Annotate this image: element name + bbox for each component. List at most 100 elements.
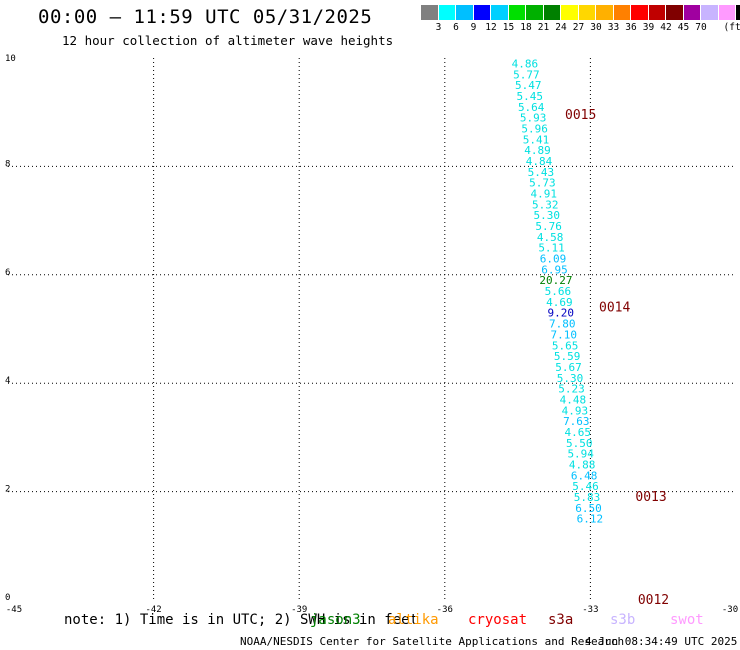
satellite-legend-item: cryosat: [468, 612, 528, 628]
colorbar-swatch: [631, 5, 649, 20]
wave-height-point: 6.09: [540, 253, 567, 266]
wave-height-point: 5.32: [532, 198, 559, 211]
x-tick-label: -36: [437, 605, 453, 615]
y-tick-label: 4: [5, 376, 10, 386]
satellite-legend-item: altika: [388, 612, 439, 628]
wave-height-point: 6.50: [575, 502, 602, 515]
colorbar-label: 9: [470, 22, 477, 33]
y-tick-label: 0: [5, 593, 10, 603]
page-subtitle: 12 hour collection of altimeter wave hei…: [62, 33, 394, 48]
wave-height-point: 5.96: [521, 122, 548, 135]
wave-height-point: 5.76: [535, 220, 562, 233]
wave-height-point: 5.45: [516, 90, 543, 103]
wave-height-point: 4.69: [546, 296, 573, 309]
colorbar-swatch: [456, 5, 474, 20]
wave-height-point: 5.30: [533, 209, 560, 222]
wave-height-point: 5.50: [566, 437, 593, 450]
satellite-legend-item: swot: [670, 612, 704, 628]
wave-height-point: 5.66: [545, 285, 572, 298]
colorbar-label: 39: [642, 22, 655, 33]
colorbar-swatch: [683, 5, 701, 20]
colorbar-swatch: [648, 5, 666, 20]
x-tick-label: -42: [145, 605, 161, 615]
colorbar-swatch: [473, 5, 491, 20]
colorbar-swatch: [718, 5, 736, 20]
wave-height-point: 5.43: [528, 166, 555, 179]
wave-height-point: 6.12: [577, 513, 604, 526]
colorbar-swatch: [613, 5, 631, 20]
colorbar-label: 45: [677, 22, 690, 33]
colorbar-label: 12: [485, 22, 497, 33]
pass-time-label: 0012: [638, 593, 669, 608]
wave-height-point: 4.88: [569, 459, 596, 472]
colorbar-swatch: [596, 5, 614, 20]
wave-height-point: 7.80: [549, 318, 576, 331]
colorbar-label: 24: [555, 22, 567, 33]
y-tick-label: 6: [5, 268, 10, 278]
wave-height-point: 9.20: [548, 307, 575, 320]
colorbar-swatch: [543, 5, 561, 20]
colorbar-swatch: [736, 5, 740, 20]
wave-height-point: 5.11: [538, 242, 565, 255]
colorbar-swatch: [491, 5, 509, 20]
wave-height-point: 5.30: [557, 372, 584, 385]
satellite-legend-item: s3b: [610, 612, 636, 628]
wave-height-point: 5.67: [555, 361, 582, 374]
colorbar-label: 36: [625, 22, 637, 33]
colorbar-label: 18: [520, 22, 532, 33]
wave-height-point: 5.65: [552, 339, 579, 352]
colorbar-label: 3: [435, 22, 442, 33]
colorbar-label: 15: [502, 22, 515, 33]
colorbar-label: 30: [590, 22, 602, 33]
wave-height-point: 4.58: [537, 231, 564, 244]
wave-height-point: 4.84: [526, 155, 553, 168]
y-tick-label: 8: [5, 159, 10, 169]
wave-height-point: 5.59: [554, 350, 581, 363]
wave-height-point: 6.95: [541, 263, 568, 276]
credit-line: NOAA/NESDIS Center for Satellite Applica…: [240, 635, 625, 648]
colorbar-label: 42: [660, 22, 672, 33]
colorbar-swatch: [578, 5, 596, 20]
colorbar-label: 6: [453, 22, 459, 33]
wave-height-point: 4.91: [531, 188, 558, 201]
colorbar-swatch: [526, 5, 544, 20]
x-tick-label: -39: [291, 605, 307, 615]
colorbar-swatch: [666, 5, 684, 20]
satellite-legend-item: s3a: [548, 612, 574, 628]
colorbar-label: 21: [537, 22, 550, 33]
wave-height-point: 5.46: [572, 480, 599, 493]
wave-height-point: 7.63: [563, 415, 590, 428]
wave-height-point: 4.65: [565, 426, 592, 439]
wave-height-point: 4.86: [512, 57, 539, 70]
pass-time-label: 0015: [565, 108, 596, 123]
wave-height-point: 6.48: [571, 469, 598, 482]
colorbar-swatch: [561, 5, 579, 20]
wave-height-point: 5.83: [574, 491, 601, 504]
wave-height-point: 5.47: [515, 79, 542, 92]
wave-height-point: 5.73: [529, 177, 556, 190]
wave-height-point: 4.89: [524, 144, 551, 157]
pass-time-label: 0013: [635, 490, 666, 505]
colorbar-swatch: [701, 5, 719, 20]
wave-height-point: 4.93: [562, 404, 589, 417]
pass-time-label: 0014: [599, 300, 630, 315]
wave-height-point: 5.77: [513, 68, 540, 81]
x-tick-label: -45: [6, 605, 22, 615]
colorbar-swatch: [508, 5, 526, 20]
colorbar-label: 33: [607, 22, 620, 33]
colorbar-swatch: [438, 5, 456, 20]
footer-note: note: 1) Time is in UTC; 2) SWH is in fe…: [64, 612, 419, 628]
wave-height-point: 5.93: [520, 112, 547, 125]
wave-height-point: 7.10: [550, 328, 577, 341]
satellite-legend-item: jason3: [310, 612, 361, 628]
x-tick-label: -33: [582, 605, 598, 615]
wave-height-point: 4.48: [560, 393, 587, 406]
colorbar-swatch: [421, 5, 439, 20]
y-tick-label: 10: [5, 54, 16, 64]
wave-height-point: 20.27: [539, 274, 572, 287]
wave-height-point: 5.64: [518, 101, 545, 114]
colorbar-unit: (ft): [723, 22, 740, 33]
y-tick-label: 2: [5, 485, 10, 495]
x-tick-label: -30: [722, 605, 738, 615]
